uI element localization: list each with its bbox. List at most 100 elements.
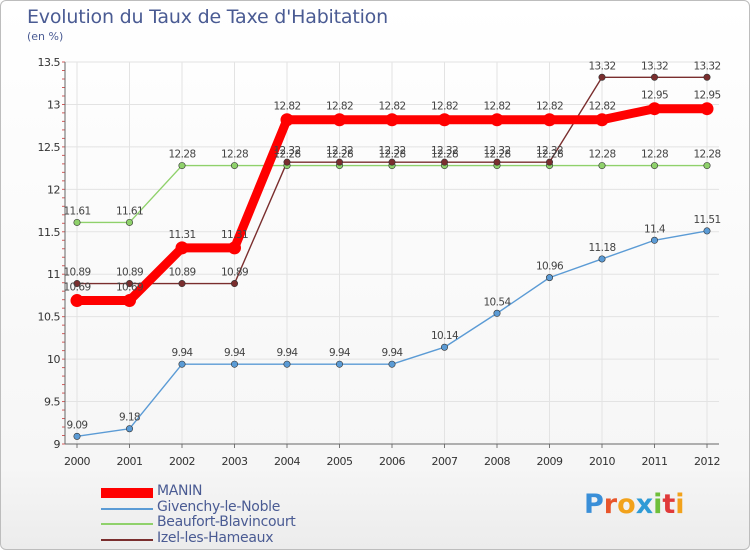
data-label: 12.28: [273, 149, 300, 161]
data-point: [178, 360, 186, 368]
chart-unit: (en %): [27, 30, 64, 43]
legend-label: Givenchy-le-Noble: [157, 498, 281, 515]
data-point: [598, 255, 606, 263]
data-point: [650, 236, 658, 244]
data-label: 12.82: [273, 101, 300, 113]
x-tick-label: 2009: [537, 455, 563, 468]
data-label: 12.82: [378, 101, 405, 113]
data-point: [333, 113, 346, 127]
data-label: 10.69: [116, 282, 143, 294]
data-point: [73, 280, 81, 288]
x-tick-label: 2012: [694, 455, 720, 468]
data-point: [231, 280, 239, 288]
data-label: 10.96: [536, 261, 564, 273]
data-label: 11.18: [588, 242, 615, 254]
data-label: 11.31: [221, 229, 248, 241]
data-point: [493, 309, 501, 317]
data-label: 12.32: [431, 145, 458, 157]
x-tick-label: 2011: [642, 455, 668, 468]
data-labels: 10.69 10.69 11.31 11.31 12.82 12.82 12.82 12.82…: [63, 60, 721, 431]
data-point: [650, 73, 658, 81]
data-point: [490, 113, 504, 127]
data-label: 12.82: [536, 101, 563, 113]
y-tick-label: 13: [47, 98, 60, 111]
data-label: 13.32: [588, 60, 615, 72]
data-label: 10.89: [116, 267, 143, 279]
data-point: [283, 360, 291, 368]
data-label: 12.32: [378, 145, 405, 157]
data-point: [73, 432, 81, 440]
data-point: [231, 162, 239, 170]
data-label: 11.31: [168, 229, 195, 241]
data-point: [438, 113, 451, 127]
legend-swatch: [101, 488, 153, 498]
data-label: 12.32: [536, 145, 563, 157]
data-label: 12.82: [588, 101, 615, 113]
data-label: 12.82: [431, 101, 458, 113]
data-label: 10.69: [63, 282, 90, 294]
data-point: [595, 113, 609, 127]
y-tick-label: 9.5: [44, 396, 60, 409]
data-label: 9.18: [119, 412, 140, 424]
data-point: [73, 218, 81, 226]
legend-swatch: [101, 538, 153, 541]
legend-label: Izel-les-Hameaux: [157, 529, 274, 546]
data-label: 10.89: [63, 267, 90, 279]
x-tick-label: 2004: [274, 455, 300, 468]
y-tick-label: 9: [54, 438, 61, 451]
x-tick-label: 2002: [169, 455, 195, 468]
data-label: 9.94: [382, 347, 404, 359]
y-tick-label: 12: [47, 183, 60, 196]
series-points: [70, 73, 714, 440]
data-label: 11.61: [63, 205, 90, 217]
data-point: [543, 113, 556, 127]
data-point: [126, 425, 134, 433]
data-label: 9.94: [277, 347, 299, 359]
data-point: [545, 158, 553, 166]
data-point: [440, 158, 448, 166]
data-label: 12.28: [221, 149, 248, 161]
data-point: [70, 294, 84, 308]
data-label: 12.28: [483, 149, 510, 161]
y-tick-label: 11.5: [38, 226, 61, 239]
y-tick-label: 10.5: [38, 311, 61, 324]
data-point: [388, 360, 396, 368]
x-tick-label: 2008: [484, 455, 510, 468]
x-tick-label: 2005: [327, 455, 353, 468]
data-label: 13.32: [641, 60, 668, 72]
data-point: [178, 280, 186, 288]
legend-label: Beaufort-Blavincourt: [157, 514, 296, 530]
data-label: 12.28: [326, 149, 353, 161]
y-tick-label: 10: [47, 353, 60, 366]
data-point: [231, 360, 239, 368]
data-point: [335, 360, 343, 368]
data-label: 12.28: [588, 149, 615, 161]
data-point: [598, 73, 606, 81]
x-tick-label: 2010: [589, 455, 615, 468]
x-tick-label: 2001: [117, 455, 143, 468]
data-point: [440, 343, 448, 351]
data-point: [126, 218, 134, 226]
data-label: 12.32: [273, 145, 300, 157]
data-label: 9.94: [329, 347, 351, 359]
data-label: 9.94: [224, 347, 246, 359]
data-label: 12.28: [641, 149, 668, 161]
data-label: 10.54: [483, 296, 511, 308]
data-point: [385, 113, 399, 127]
y-tick-label: 12.5: [38, 141, 61, 154]
data-point: [228, 241, 241, 255]
data-label: 12.28: [378, 149, 405, 161]
data-point: [648, 102, 661, 116]
x-tick-label: 2003: [222, 455, 248, 468]
proxiti-logo: Proxiti: [584, 489, 685, 520]
data-point: [388, 158, 396, 166]
data-label: 12.95: [641, 90, 668, 102]
data-point: [175, 241, 189, 255]
data-point: [126, 280, 134, 288]
legend-label: MANIN: [157, 483, 203, 499]
data-point: [123, 294, 136, 308]
data-point: [283, 158, 291, 166]
data-label: 11.61: [116, 205, 143, 217]
data-point: [335, 158, 343, 166]
